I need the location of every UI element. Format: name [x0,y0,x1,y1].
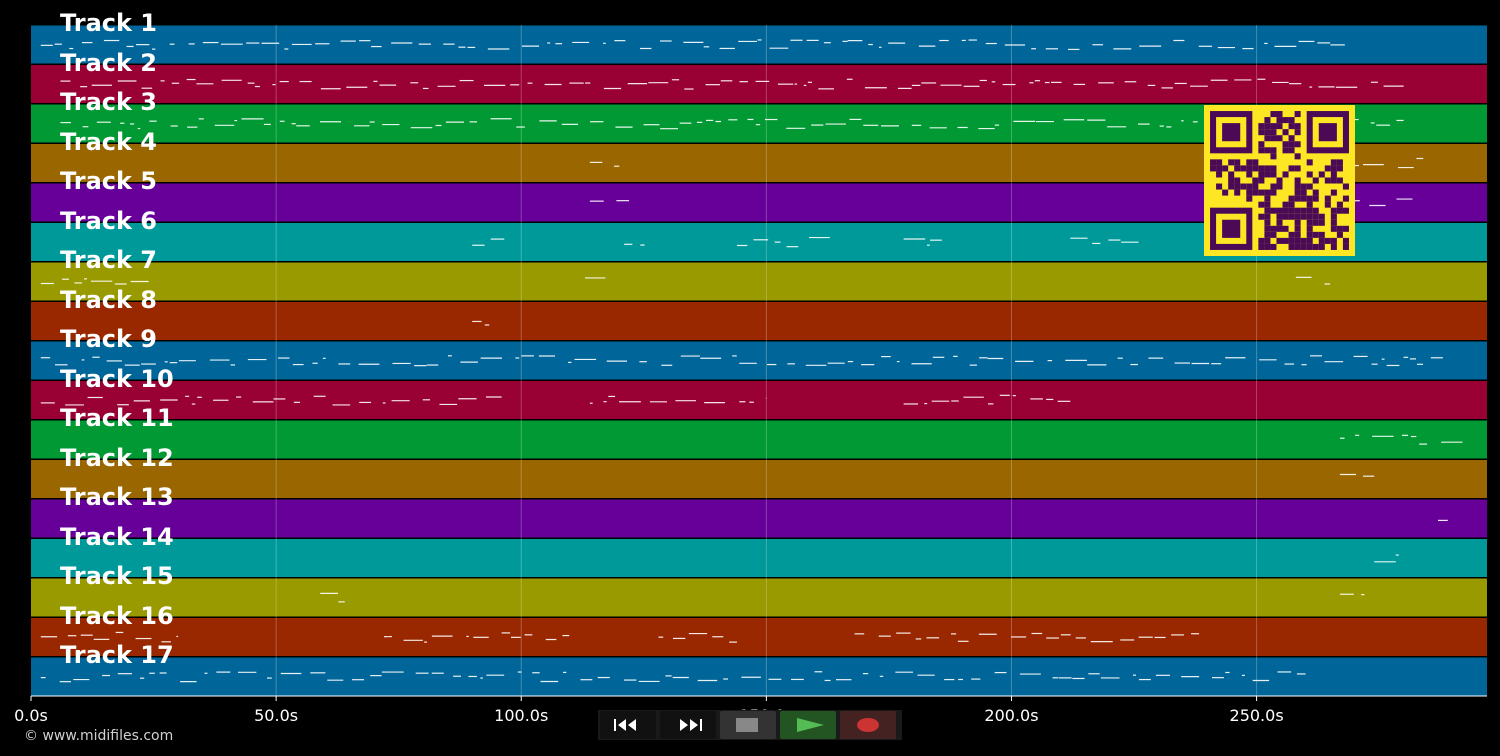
track-lane-16 [31,618,1487,656]
record-button[interactable] [840,711,896,739]
track-label: Track 10 [60,364,174,393]
time-tick-label: 100.0s [494,706,549,725]
track-lane-15 [31,578,1487,617]
track-label: Track 7 [60,246,158,274]
rewind-button[interactable] [600,711,656,739]
track-label: Track 17 [60,641,174,669]
track-lane-1 [31,25,1487,64]
rewind-icon [614,719,636,731]
track-label: Track 11 [60,404,174,432]
track-label: Track 13 [60,483,174,511]
copyright-text: © www.midifiles.com [24,728,174,744]
time-tick-label: 0.0s [14,706,48,725]
record-icon [857,718,879,732]
stop-icon [736,718,758,732]
fast-forward-icon [680,719,702,731]
track-lane-2 [31,65,1487,103]
note-events [40,39,1463,683]
track-lane-14 [31,539,1487,577]
transport-controls [598,710,902,740]
track-label: Track 9 [60,325,158,353]
track-label: Track 6 [60,206,158,235]
track-label: Track 2 [60,48,158,77]
track-label: Track 8 [60,285,158,314]
track-label: Track 5 [60,167,158,195]
time-tick-label: 50.0s [254,706,299,725]
stop-button[interactable] [720,711,776,739]
time-tick-label: 250.0s [1229,706,1284,725]
track-lane-7 [31,262,1487,301]
track-label: Track 15 [60,562,174,590]
track-lane-13 [31,499,1487,538]
track-lane-8 [31,302,1487,340]
track-label: Track 4 [60,127,158,156]
play-button[interactable] [780,711,836,739]
fast-forward-button[interactable] [660,711,716,739]
track-label: Track 3 [60,88,158,116]
track-lane-12 [31,460,1487,498]
track-label: Track 1 [60,9,158,37]
track-label: Track 12 [60,443,174,472]
track-label: Track 16 [60,601,174,630]
qr-code[interactable] [1204,105,1355,256]
play-icon [797,718,824,732]
track-lane-10 [31,381,1487,419]
track-lane-9 [31,341,1487,380]
track-lane-11 [31,420,1487,459]
time-tick-label: 200.0s [984,706,1039,725]
track-lane-17 [31,657,1487,696]
track-label: Track 14 [60,522,174,551]
